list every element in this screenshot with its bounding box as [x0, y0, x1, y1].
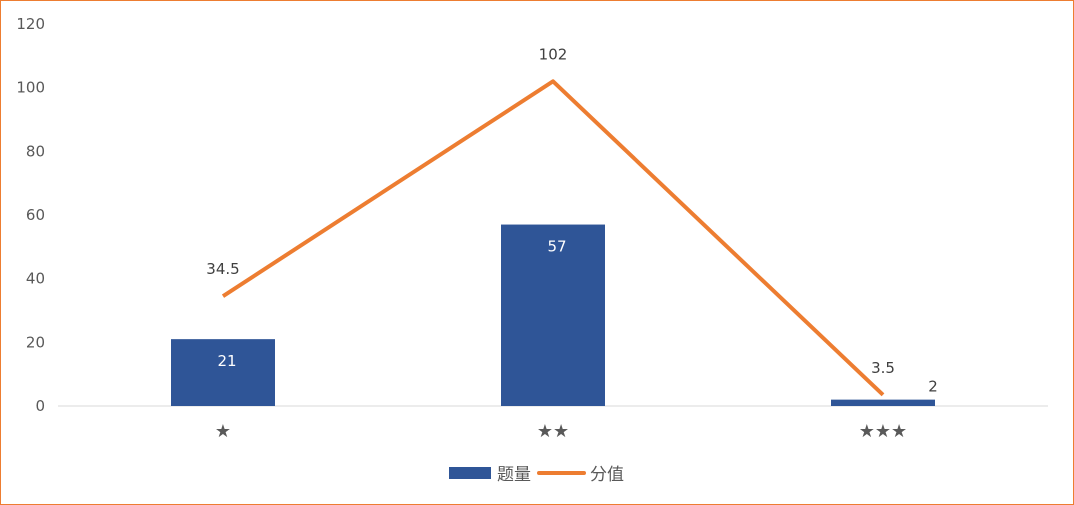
- bar-data-label: 21: [217, 352, 236, 370]
- bar: [171, 339, 275, 406]
- y-tick-label: 100: [16, 79, 45, 97]
- line-data-label: 3.5: [871, 359, 895, 377]
- legend-swatch-bar: [449, 467, 491, 479]
- y-tick-label: 120: [16, 15, 45, 33]
- y-tick-label: 0: [35, 397, 45, 415]
- x-tick-label: ★★★: [859, 421, 907, 442]
- y-tick-label: 60: [26, 206, 45, 224]
- legend-label: 题量: [497, 465, 531, 485]
- y-tick-label: 80: [26, 142, 45, 160]
- line-data-label: 102: [539, 45, 568, 63]
- bar: [501, 224, 605, 406]
- line-data-label: 34.5: [206, 260, 239, 278]
- bar: [831, 399, 935, 406]
- bar-data-label: 2: [928, 378, 938, 396]
- x-tick-label: ★★: [537, 421, 569, 442]
- y-tick-label: 40: [26, 270, 45, 288]
- y-tick-label: 20: [26, 333, 45, 351]
- bar-data-label: 57: [547, 238, 566, 256]
- legend-label: 分值: [590, 465, 624, 485]
- x-tick-label: ★: [215, 421, 231, 442]
